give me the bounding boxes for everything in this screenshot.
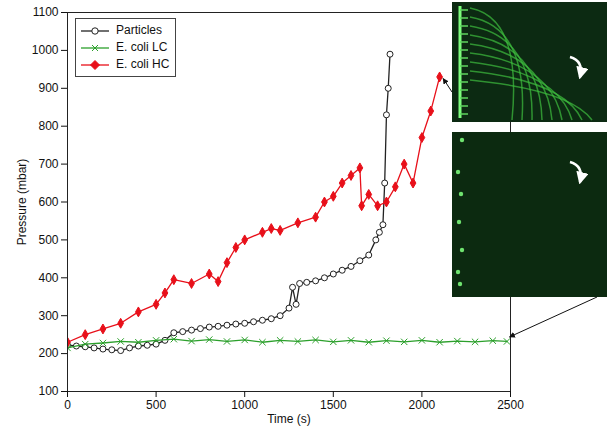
svg-text:1000: 1000	[231, 398, 258, 412]
svg-text:800: 800	[38, 119, 58, 133]
svg-text:600: 600	[38, 195, 58, 209]
svg-text:300: 300	[38, 309, 58, 323]
svg-text:900: 900	[38, 81, 58, 95]
svg-text:1000: 1000	[32, 43, 59, 57]
svg-text:Pressure (mbar): Pressure (mbar)	[15, 159, 29, 246]
svg-text:1100: 1100	[33, 5, 59, 19]
svg-text:400: 400	[38, 271, 58, 285]
html-text:Particles: Particles	[116, 23, 162, 37]
svg-text:500: 500	[38, 233, 58, 247]
html-text:E. coli LC: E. coli LC	[116, 40, 168, 54]
svg-text:100: 100	[38, 384, 58, 398]
svg-text:0: 0	[64, 398, 71, 412]
svg-text:2500: 2500	[497, 398, 524, 412]
svg-text:500: 500	[146, 398, 166, 412]
svg-text:Time (s): Time (s)	[267, 412, 311, 426]
svg-text:2000: 2000	[409, 398, 436, 412]
svg-text:200: 200	[38, 346, 58, 360]
html-text:E. coli HC: E. coli HC	[116, 57, 170, 71]
svg-text:1500: 1500	[320, 398, 347, 412]
svg-text:700: 700	[38, 157, 58, 171]
